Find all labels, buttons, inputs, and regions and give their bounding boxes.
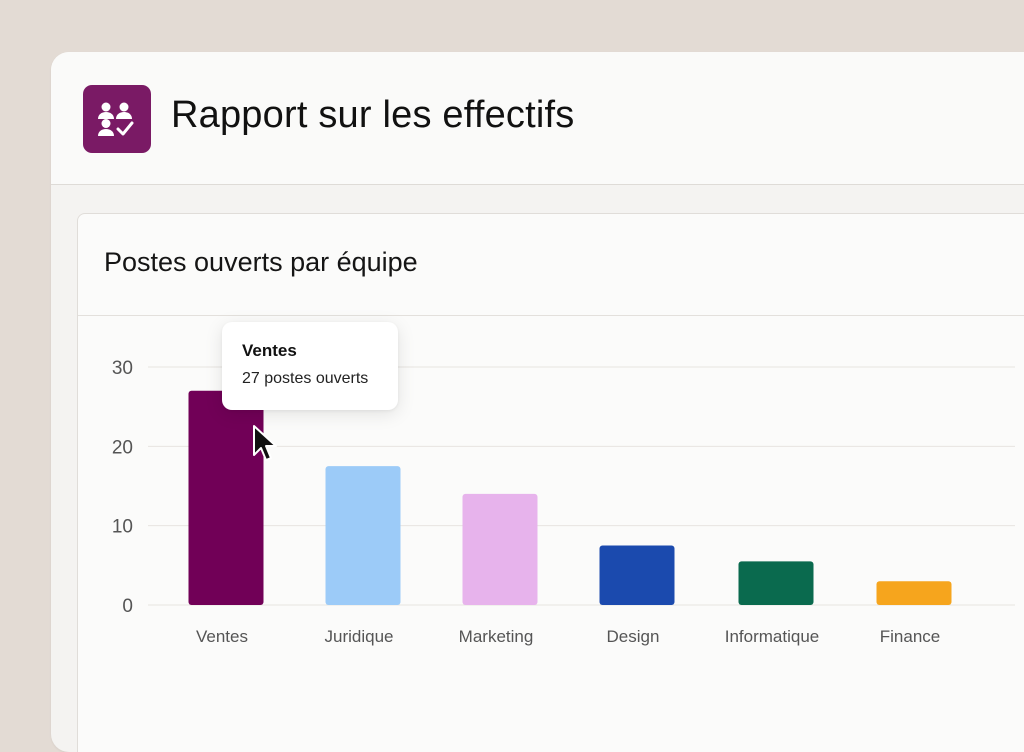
tooltip-title: Ventes [242,341,297,360]
app-header: Rapport sur les effectifs [51,52,1024,185]
tooltip-value: 27 postes ouverts [242,370,369,387]
chart-card: Postes ouverts par équipe [77,213,1024,752]
team-check-icon [83,85,151,153]
chart-tooltip: Ventes 27 postes ouverts [222,322,398,410]
mouse-cursor-icon [253,425,277,461]
chart-title: Postes ouverts par équipe [104,247,418,277]
card-header: Postes ouverts par équipe [78,214,1024,316]
app-window: Rapport sur les effectifs Postes ouverts… [51,52,1024,752]
page-title: Rapport sur les effectifs [171,94,575,136]
